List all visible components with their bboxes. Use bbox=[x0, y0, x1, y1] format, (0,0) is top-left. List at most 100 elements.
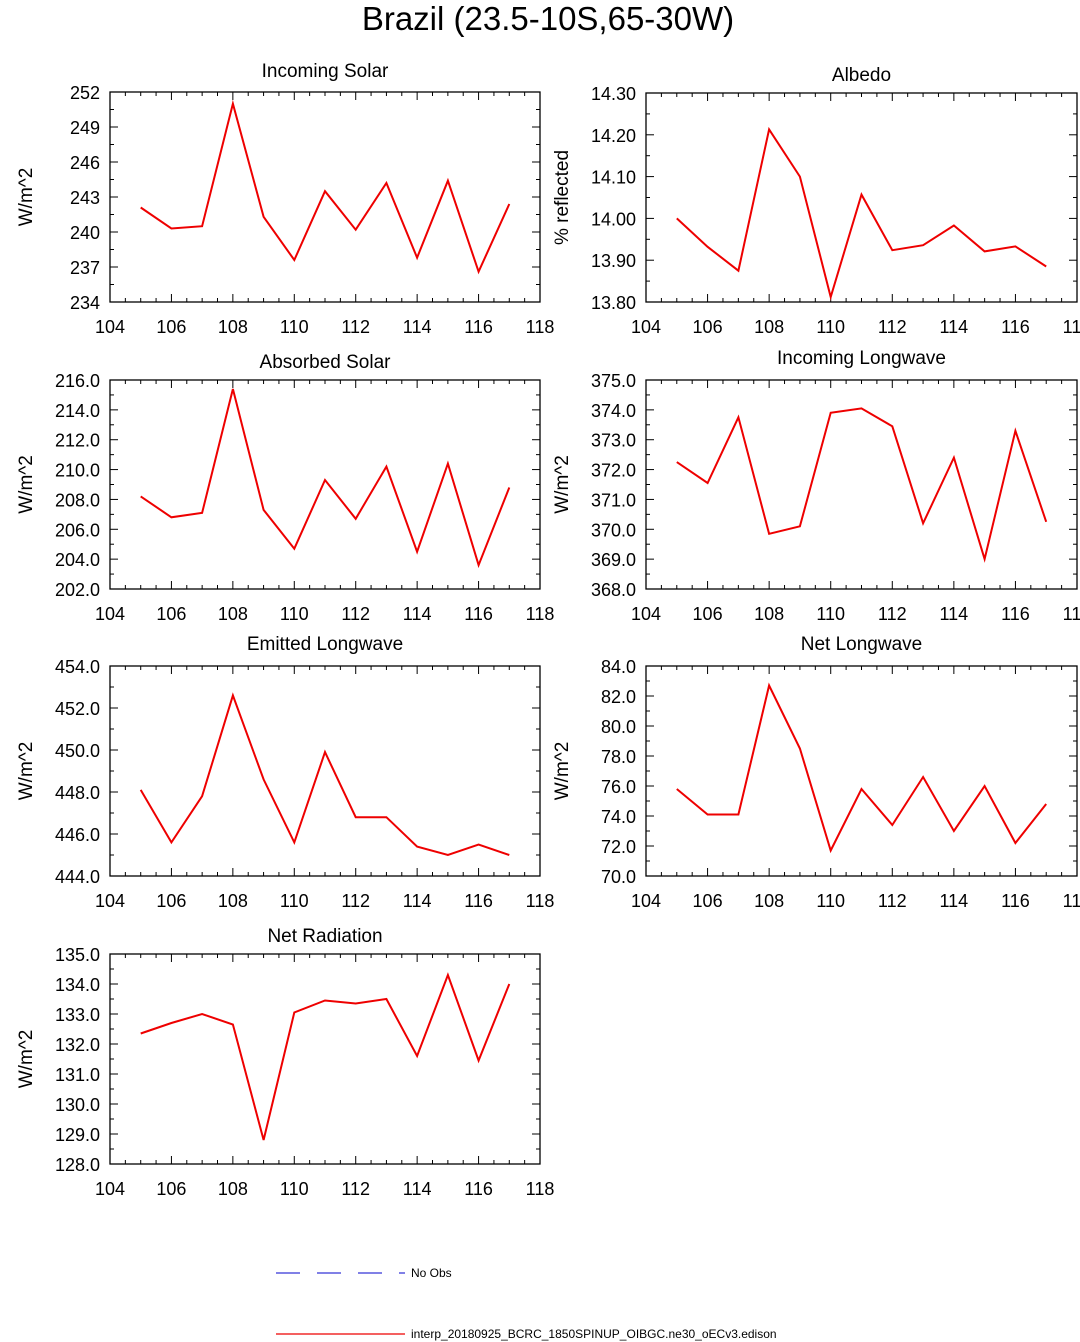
y-tick-label-absorbed-solar: 216.0 bbox=[55, 371, 100, 391]
y-tick-label-incoming-longwave: 375.0 bbox=[591, 371, 636, 391]
x-tick-label-net-longwave: 114 bbox=[940, 891, 969, 911]
legend-no-obs-label: No Obs bbox=[411, 1266, 452, 1280]
x-tick-label-absorbed-solar: 112 bbox=[341, 604, 370, 624]
panel-title-net-longwave: Net Longwave bbox=[801, 634, 922, 655]
x-tick-label-incoming-longwave: 118 bbox=[1063, 604, 1080, 624]
y-axis-label-emitted-longwave: W/m^2 bbox=[16, 742, 37, 801]
y-tick-label-net-radiation: 132.0 bbox=[55, 1035, 100, 1055]
x-tick-label-albedo: 112 bbox=[878, 317, 907, 337]
axes-frame-net-radiation bbox=[109, 953, 541, 1165]
series-line-albedo bbox=[676, 126, 1047, 301]
y-tick-label-incoming-longwave: 373.0 bbox=[591, 431, 636, 451]
y-axis-label-net-radiation: W/m^2 bbox=[16, 1030, 37, 1089]
y-tick-label-net-radiation: 133.0 bbox=[55, 1005, 100, 1025]
y-tick-label-emitted-longwave: 452.0 bbox=[55, 699, 100, 719]
x-tick-label-albedo: 104 bbox=[631, 317, 661, 337]
y-tick-label-absorbed-solar: 202.0 bbox=[55, 580, 100, 600]
y-tick-label-net-radiation: 131.0 bbox=[55, 1065, 100, 1085]
x-tick-label-net-longwave: 110 bbox=[816, 891, 845, 911]
x-tick-label-emitted-longwave: 106 bbox=[156, 891, 186, 911]
panels: Incoming Solar 104 106 108 110 112 114 116 118 23… bbox=[16, 61, 1080, 1199]
y-tick-label-incoming-longwave: 371.0 bbox=[591, 490, 636, 510]
x-tick-label-absorbed-solar: 118 bbox=[526, 604, 555, 624]
y-tick-label-incoming-longwave: 370.0 bbox=[591, 520, 636, 540]
x-tick-label-absorbed-solar: 106 bbox=[156, 604, 186, 624]
x-tick-label-incoming-solar: 110 bbox=[280, 317, 309, 337]
y-tick-label-net-radiation: 129.0 bbox=[55, 1125, 100, 1145]
x-tick-label-incoming-solar: 112 bbox=[341, 317, 370, 337]
y-tick-label-net-radiation: 135.0 bbox=[55, 945, 100, 965]
y-tick-label-incoming-solar: 252 bbox=[70, 83, 100, 103]
y-tick-label-net-longwave: 74.0 bbox=[601, 807, 636, 827]
y-tick-label-absorbed-solar: 208.0 bbox=[55, 490, 100, 510]
y-tick-label-incoming-longwave: 374.0 bbox=[591, 401, 636, 421]
y-tick-label-albedo: 14.10 bbox=[591, 168, 636, 188]
panel-title-emitted-longwave: Emitted Longwave bbox=[247, 634, 403, 655]
y-axis-label-incoming-solar: W/m^2 bbox=[16, 168, 37, 227]
x-tick-label-albedo: 118 bbox=[1063, 317, 1080, 337]
x-tick-label-net-radiation: 118 bbox=[526, 1179, 555, 1199]
x-tick-label-net-radiation: 114 bbox=[403, 1179, 432, 1199]
y-tick-label-emitted-longwave: 454.0 bbox=[55, 657, 100, 677]
y-tick-label-incoming-solar: 243 bbox=[70, 188, 100, 208]
y-tick-label-net-radiation: 130.0 bbox=[55, 1095, 100, 1115]
x-tick-label-net-radiation: 110 bbox=[280, 1179, 309, 1199]
x-tick-label-incoming-longwave: 106 bbox=[693, 604, 723, 624]
panel-albedo: Albedo 104 106 108 110 112 114 116 118 13.80 13.90… bbox=[552, 65, 1080, 337]
x-tick-label-emitted-longwave: 116 bbox=[464, 891, 493, 911]
y-tick-label-incoming-solar: 246 bbox=[70, 153, 100, 173]
panel-emitted-longwave: Emitted Longwave 104 106 108 110 112 114 116 118… bbox=[16, 634, 554, 911]
x-tick-label-net-radiation: 108 bbox=[218, 1179, 248, 1199]
legend-model-label: interp_20180925_BCRC_1850SPINUP_OIBGC.ne… bbox=[411, 1327, 777, 1341]
x-tick-label-emitted-longwave: 110 bbox=[280, 891, 309, 911]
y-tick-label-absorbed-solar: 204.0 bbox=[55, 550, 100, 570]
y-tick-label-albedo: 13.80 bbox=[591, 293, 636, 313]
y-tick-label-absorbed-solar: 214.0 bbox=[55, 401, 100, 421]
axes-frame-incoming-solar bbox=[109, 91, 541, 303]
y-tick-label-net-radiation: 134.0 bbox=[55, 975, 100, 995]
y-tick-label-absorbed-solar: 206.0 bbox=[55, 520, 100, 540]
y-tick-label-albedo: 13.90 bbox=[591, 251, 636, 271]
y-axis-label-net-longwave: W/m^2 bbox=[552, 742, 573, 801]
panel-incoming-longwave: Incoming Longwave 104 106 108 110 112 114 116 11… bbox=[552, 348, 1080, 624]
series-line-incoming-longwave bbox=[676, 407, 1048, 563]
y-tick-label-incoming-solar: 249 bbox=[70, 118, 100, 138]
y-tick-label-absorbed-solar: 210.0 bbox=[55, 461, 100, 481]
y-axis-label-incoming-longwave: W/m^2 bbox=[552, 455, 573, 514]
series-line-absorbed-solar bbox=[140, 388, 511, 569]
y-tick-label-emitted-longwave: 448.0 bbox=[55, 783, 100, 803]
y-tick-label-net-longwave: 84.0 bbox=[601, 657, 636, 677]
axes-frame-incoming-longwave bbox=[645, 379, 1078, 590]
y-tick-label-absorbed-solar: 212.0 bbox=[55, 431, 100, 451]
x-tick-label-net-longwave: 108 bbox=[754, 891, 784, 911]
x-tick-label-incoming-longwave: 116 bbox=[1001, 604, 1030, 624]
y-tick-label-emitted-longwave: 446.0 bbox=[55, 825, 100, 845]
y-tick-label-net-longwave: 82.0 bbox=[601, 687, 636, 707]
series-line-incoming-solar bbox=[140, 99, 511, 275]
y-tick-label-incoming-solar: 234 bbox=[70, 293, 100, 313]
y-tick-label-albedo: 14.30 bbox=[591, 84, 636, 104]
panel-net-longwave: Net Longwave 104 106 108 110 112 114 116 118 70.0… bbox=[552, 634, 1080, 911]
y-tick-label-emitted-longwave: 450.0 bbox=[55, 741, 100, 761]
panel-net-radiation: Net Radiation 104 106 108 110 112 114 116 118 128… bbox=[16, 926, 554, 1199]
x-tick-label-net-radiation: 104 bbox=[95, 1179, 125, 1199]
x-tick-label-incoming-solar: 108 bbox=[218, 317, 248, 337]
x-tick-label-incoming-solar: 104 bbox=[95, 317, 125, 337]
x-tick-label-emitted-longwave: 108 bbox=[218, 891, 248, 911]
y-axis-label-albedo: % reflected bbox=[552, 150, 573, 245]
y-tick-label-incoming-solar: 240 bbox=[70, 223, 100, 243]
x-tick-label-albedo: 110 bbox=[816, 317, 845, 337]
y-tick-label-emitted-longwave: 444.0 bbox=[55, 867, 100, 887]
y-tick-label-incoming-longwave: 369.0 bbox=[591, 550, 636, 570]
axes-frame-net-longwave bbox=[645, 665, 1078, 877]
y-tick-label-net-radiation: 128.0 bbox=[55, 1155, 100, 1175]
y-tick-label-incoming-longwave: 368.0 bbox=[591, 580, 636, 600]
x-tick-label-emitted-longwave: 114 bbox=[403, 891, 432, 911]
x-tick-label-absorbed-solar: 104 bbox=[95, 604, 125, 624]
y-tick-label-net-longwave: 80.0 bbox=[601, 717, 636, 737]
x-tick-label-net-longwave: 104 bbox=[631, 891, 661, 911]
x-tick-label-incoming-solar: 116 bbox=[464, 317, 493, 337]
y-tick-label-net-longwave: 70.0 bbox=[601, 867, 636, 887]
y-tick-label-net-longwave: 76.0 bbox=[601, 777, 636, 797]
x-tick-label-absorbed-solar: 110 bbox=[280, 604, 309, 624]
